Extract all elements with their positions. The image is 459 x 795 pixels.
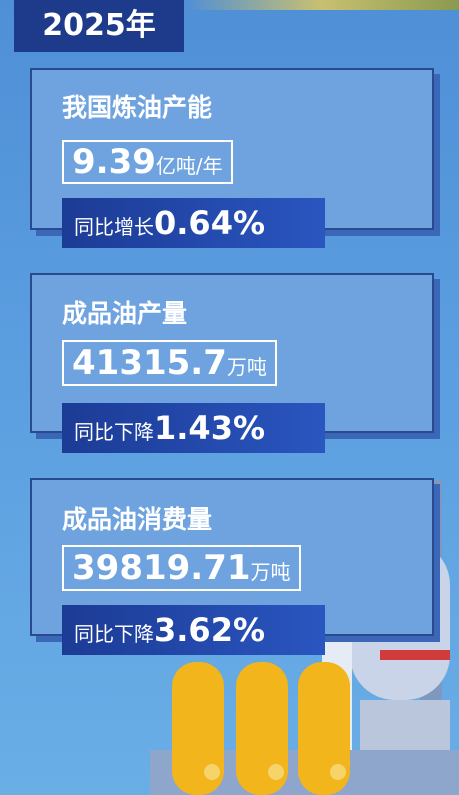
value: 9.39: [72, 142, 156, 182]
change-bar: 同比下降1.43%: [62, 403, 325, 453]
change-bar: 同比下降3.62%: [62, 605, 325, 655]
change-label: 同比下降: [74, 622, 154, 646]
change-value: 0.64%: [154, 204, 266, 242]
value-box: 41315.7万吨: [62, 340, 277, 386]
valve: [268, 764, 284, 780]
stripe: [380, 650, 450, 660]
yellow-tank: [298, 662, 350, 795]
valve: [330, 764, 346, 780]
valve: [204, 764, 220, 780]
change-value: 1.43%: [154, 409, 266, 447]
year-tag: 2025年: [14, 0, 184, 52]
change-label: 同比下降: [74, 420, 154, 444]
change-bar: 同比增长0.64%: [62, 198, 325, 248]
card-title: 我国炼油产能: [62, 93, 213, 122]
yellow-tank: [236, 662, 288, 795]
card-title: 成品油产量: [62, 299, 188, 328]
unit: 万吨: [226, 355, 267, 379]
value-box: 9.39亿吨/年: [62, 140, 233, 184]
unit: 亿吨/年: [155, 154, 223, 178]
change-label: 同比增长: [74, 215, 154, 239]
photo-strip: [184, 0, 459, 10]
change-value: 3.62%: [154, 611, 266, 649]
unit: 万吨: [250, 560, 291, 584]
yellow-tank: [172, 662, 224, 795]
value-box: 39819.71万吨: [62, 545, 301, 591]
card-title: 成品油消费量: [62, 505, 213, 534]
value: 41315.7: [72, 343, 227, 383]
value: 39819.71: [72, 548, 251, 588]
